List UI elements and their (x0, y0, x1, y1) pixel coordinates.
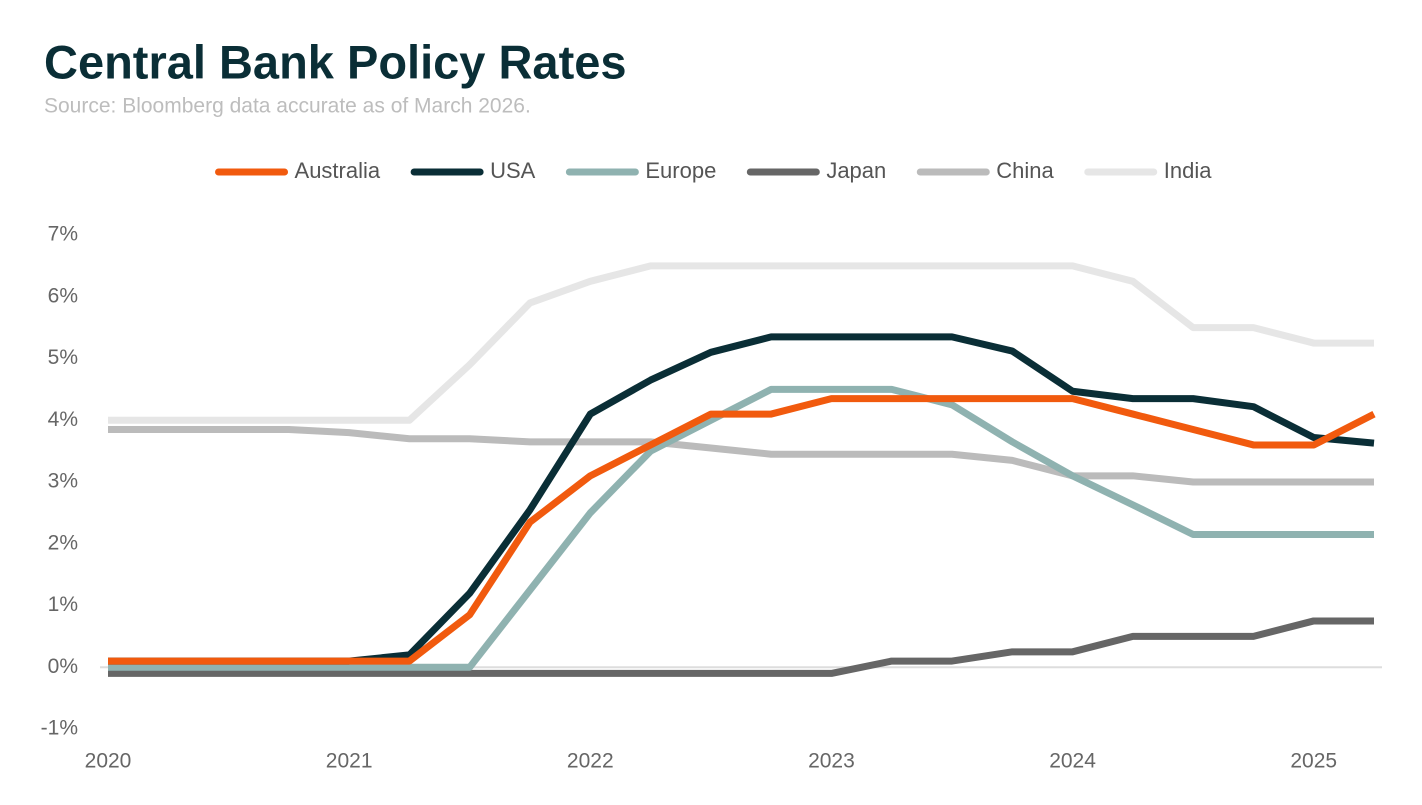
y-tick-label: 6% (48, 284, 78, 307)
x-tick-label: 2022 (567, 750, 614, 773)
chart-subtitle: Source: Bloomberg data accurate as of Ma… (44, 95, 531, 118)
series-line (108, 395, 1376, 665)
legend-label: India (1164, 158, 1212, 183)
x-tick-label: 2021 (326, 750, 373, 773)
y-tick-label: 7% (48, 223, 78, 246)
y-tick-label: 4% (48, 408, 78, 431)
legend-item: China (916, 158, 1055, 183)
chart-title: Central Bank Policy Rates (44, 35, 627, 88)
legend-item: Japan (746, 158, 886, 183)
legend-item: Europe (565, 158, 716, 183)
series-line (108, 385, 1374, 671)
legend-label: Australia (295, 158, 381, 183)
series-line (108, 617, 1374, 677)
y-tick-label: 3% (48, 470, 78, 493)
y-tick-label: 2% (48, 531, 78, 554)
legend-label: China (996, 158, 1054, 183)
legend-item: USA (410, 158, 536, 183)
series-line (108, 426, 1374, 486)
series-line (108, 262, 1374, 424)
x-tick-label: 2020 (85, 750, 132, 773)
y-tick-label: 1% (48, 593, 78, 616)
series-line (108, 333, 1375, 665)
y-tick-label: 5% (48, 346, 78, 369)
legend-item: India (1084, 158, 1212, 183)
legend-item: Australia (215, 158, 381, 183)
y-tick-label: -1% (41, 717, 78, 740)
y-tick-label: 0% (48, 655, 78, 678)
x-tick-label: 2023 (808, 750, 855, 773)
x-tick-label: 2025 (1290, 750, 1337, 773)
legend-label: Europe (645, 158, 716, 183)
x-tick-label: 2024 (1049, 750, 1096, 773)
legend-label: Japan (826, 158, 886, 183)
legend-label: USA (490, 158, 536, 183)
